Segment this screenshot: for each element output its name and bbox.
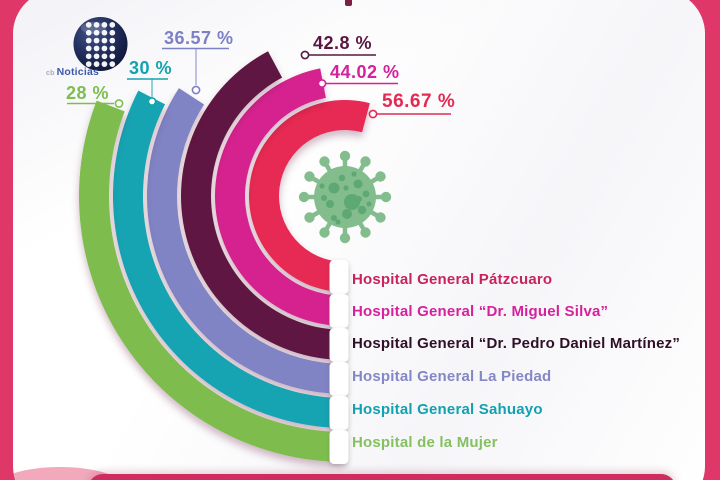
virus-spike-tip [375,171,386,182]
virus-dot [357,205,367,215]
logo-prefix: cb [46,70,55,77]
percent-labels: 56.67 % 44.02 % 42.8 % 36.57 % 30 % 28 % [66,28,455,119]
pct-label-1: 44.02 % [330,62,400,82]
ring-arc-0 [249,99,370,293]
virus-dot [351,171,357,177]
ring-end-tab-3 [329,362,349,396]
virus-dot [366,201,372,207]
legend-item-0: Hospital General Pátzcuaro [352,271,553,288]
virus-spike-tip [375,212,386,223]
cut-off-title-remnant [345,0,352,6]
virus-spike-tip [304,212,315,223]
ring-end-tab-5 [329,430,349,464]
virus-dot [326,200,334,208]
virus-spike-tip [339,150,351,162]
ring-arc-2 [181,51,345,360]
legend-item-2: Hospital General “Dr. Pedro Daniel Martí… [352,335,681,352]
pct-leader-dot-0 [368,109,378,119]
ring-end-tabs [329,260,349,464]
virus-dot [356,196,362,202]
pct-leader-dot-4 [147,97,157,106]
pct-label-4: 30 % [129,58,172,78]
ring-end-tab-0 [329,260,349,294]
virus-dot [328,182,340,194]
ring-arc-3 [146,88,345,394]
virus-spike-tip [298,191,310,203]
virus-dot [353,179,363,189]
pct-leader-dot-5 [114,99,124,108]
virus-dot [319,183,325,189]
virus-spike-tip [339,232,351,244]
virus-spike-tip [360,156,371,167]
virus-spike-tip [304,171,315,182]
virus-spike-tip [319,227,330,238]
footer-bar [88,474,676,480]
coronavirus-icon [298,150,392,244]
ring-arc-5 [78,100,345,462]
legend-item-4: Hospital General Sahuayo [352,401,543,418]
ring-end-tab-4 [329,396,349,430]
ring-arc-1 [214,68,345,327]
virus-spike-tip [319,156,330,167]
ring-end-tab-2 [329,328,349,362]
pct-label-2: 42.8 % [313,33,372,53]
virus-dot [338,174,346,182]
news-logo-sphere-icon [72,16,129,73]
logo-name: Noticias [56,66,100,78]
ring-end-tab-1 [329,294,349,328]
virus-spike-tip [380,191,392,203]
news-logo-text: cb Noticias [46,66,99,78]
legend-item-5: Hospital de la Mujer [352,434,498,451]
virus-dot [344,194,360,210]
virus-dot [342,209,352,219]
pct-leader-dot-3 [191,85,201,95]
pct-label-3: 36.57 % [164,28,234,48]
ring-arc-4 [112,90,345,429]
virus-dot [331,215,337,221]
virus-dot [321,195,327,201]
virus-dot [335,219,341,225]
pct-label-0: 56.67 % [382,91,455,112]
pct-leader-dot-2 [300,50,310,60]
virus-dot [343,185,349,191]
pct-label-5: 28 % [66,83,109,103]
pct-leader-dot-1 [317,79,327,88]
virus-dot [362,190,370,198]
virus-spike-tip [360,227,371,238]
legend-item-1: Hospital General “Dr. Miguel Silva” [352,303,609,320]
legend-item-3: Hospital General La Piedad [352,368,552,385]
ring-arcs [78,51,370,462]
